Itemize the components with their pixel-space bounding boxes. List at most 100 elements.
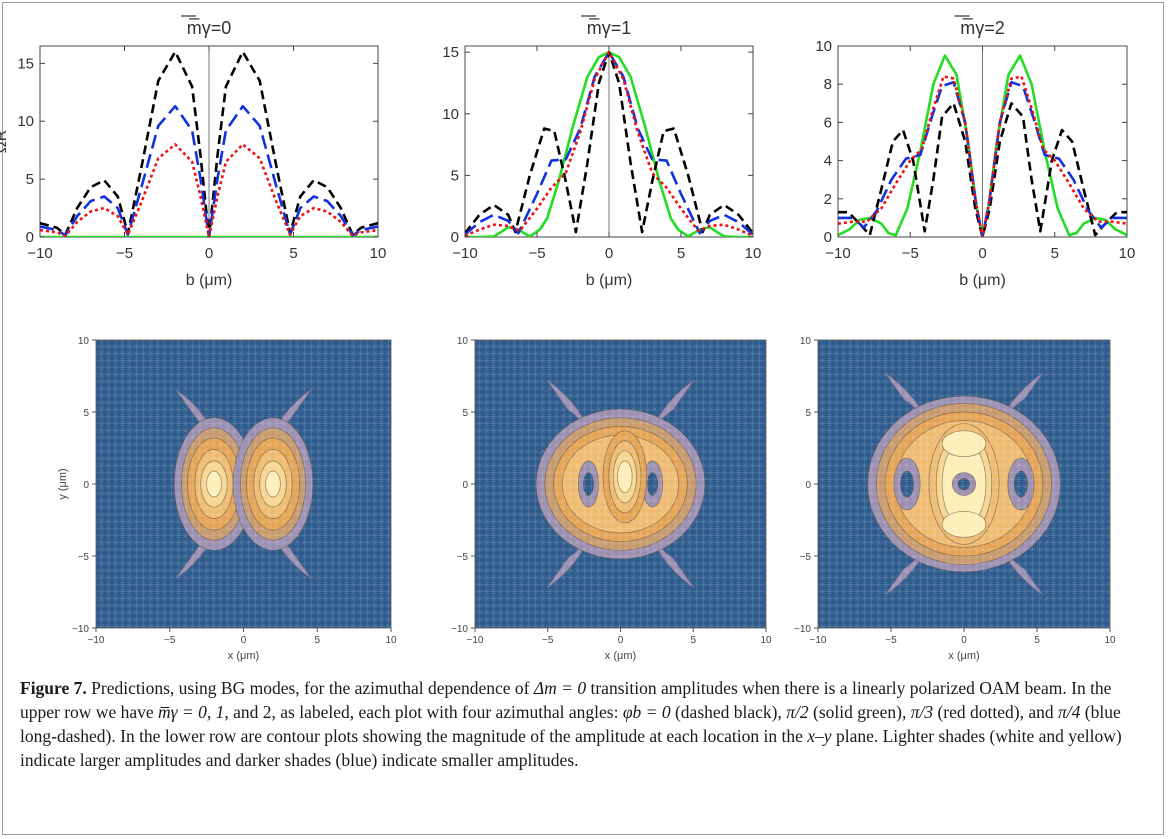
contour-panel-2: −10 −5 0 5 10 −10 −5 0 5 10 x (μm) bbox=[794, 336, 1116, 662]
y-tick-label: 10 bbox=[442, 106, 459, 123]
hatch-overlay bbox=[475, 340, 766, 628]
x-tick-label: 5 bbox=[1051, 245, 1059, 262]
x-axis-label: x (μm) bbox=[228, 650, 259, 662]
y-axis-label: ΩR bbox=[0, 130, 10, 154]
y-tick-label: −5 bbox=[78, 552, 90, 563]
x-tick-label: 0 bbox=[618, 635, 624, 646]
series-blue-long-dashed bbox=[838, 80, 1127, 237]
x-tick-label: 10 bbox=[1104, 635, 1116, 646]
contour-panel-1: −10 −5 0 5 10 −10 −5 0 5 10 x (μm) bbox=[451, 336, 772, 662]
x-tick-label: 5 bbox=[1034, 635, 1040, 646]
y-tick-label: 10 bbox=[78, 336, 90, 347]
y-tick-label: 5 bbox=[462, 408, 468, 419]
x-tick-label: −5 bbox=[542, 635, 554, 646]
panel-title: m̅γ=1 bbox=[587, 18, 632, 38]
x-tick-label: 10 bbox=[760, 635, 772, 646]
y-tick-label: −10 bbox=[451, 624, 468, 635]
y-tick-label: 5 bbox=[805, 408, 811, 419]
x-tick-label: 5 bbox=[690, 635, 696, 646]
y-tick-label: 6 bbox=[824, 114, 832, 131]
y-tick-label: −5 bbox=[457, 552, 469, 563]
x-tick-label: −5 bbox=[164, 635, 176, 646]
caption-math-pi4: π/4 bbox=[1057, 702, 1081, 722]
y-tick-label: 0 bbox=[83, 480, 89, 491]
x-tick-label: 10 bbox=[385, 635, 397, 646]
y-tick-label: 2 bbox=[824, 191, 832, 208]
y-tick-label: −5 bbox=[800, 552, 812, 563]
y-axis-label: y (μm) bbox=[57, 468, 69, 499]
y-tick-label: 5 bbox=[451, 167, 459, 184]
y-tick-label: 15 bbox=[17, 55, 34, 72]
caption-text-6: (red dotted), and bbox=[933, 702, 1058, 722]
x-tick-label: 5 bbox=[314, 635, 320, 646]
caption-text-1: Predictions, using BG modes, for the azi… bbox=[91, 678, 534, 698]
x-tick-label: 5 bbox=[289, 245, 297, 262]
x-tick-label: 0 bbox=[978, 245, 986, 262]
x-tick-label: 0 bbox=[961, 635, 967, 646]
y-tick-label: 5 bbox=[26, 171, 34, 188]
x-tick-label: 10 bbox=[370, 245, 387, 262]
caption-text-2: transition amplitudes when there is a li… bbox=[20, 678, 1112, 722]
y-tick-label: 5 bbox=[83, 408, 89, 419]
x-tick-label: 10 bbox=[1119, 245, 1136, 262]
y-tick-label: 8 bbox=[824, 76, 832, 93]
x-tick-label: −10 bbox=[825, 245, 850, 262]
caption-text-5: (solid green), bbox=[808, 702, 911, 722]
x-tick-label: 0 bbox=[241, 635, 247, 646]
x-tick-label: 10 bbox=[745, 245, 762, 262]
caption-text-4: (dashed black), bbox=[670, 702, 787, 722]
series-red-dotted bbox=[40, 143, 378, 237]
y-tick-label: 10 bbox=[457, 336, 469, 347]
caption-text-3: , and 2, as labeled, each plot with four… bbox=[224, 702, 623, 722]
y-tick-label: 10 bbox=[815, 38, 832, 55]
caption-text-8: plane. Lighter shades (white and yellow)… bbox=[20, 726, 1122, 770]
x-tick-label: −10 bbox=[452, 245, 477, 262]
series-solid-green bbox=[838, 54, 1127, 237]
hatch-overlay bbox=[818, 340, 1110, 628]
x-tick-label: −10 bbox=[88, 635, 105, 646]
x-tick-label: −5 bbox=[528, 245, 545, 262]
x-tick-label: −5 bbox=[116, 245, 133, 262]
caption-math-pi3: π/3 bbox=[910, 702, 934, 722]
x-tick-label: −5 bbox=[902, 245, 919, 262]
x-axis-label: b (μm) bbox=[186, 272, 233, 289]
caption-math-mgamma: m̅γ = 0, 1 bbox=[158, 702, 225, 722]
y-tick-label: 0 bbox=[824, 229, 832, 246]
y-tick-label: −10 bbox=[72, 624, 89, 635]
x-tick-label: −10 bbox=[467, 635, 484, 646]
x-tick-label: −5 bbox=[885, 635, 897, 646]
line-panel-2-axes: −10 −5 0 5 10 0 2 4 6 8 10 m̅γ=2 b (μm) bbox=[815, 15, 1136, 289]
x-axis-label: b (μm) bbox=[586, 272, 633, 289]
panel-title: m̅γ=0 bbox=[187, 18, 232, 38]
x-tick-label: 5 bbox=[677, 245, 685, 262]
caption-math-phi: φb = 0 bbox=[622, 702, 671, 722]
figure-caption: Figure 7. Predictions, using BG modes, f… bbox=[20, 676, 1150, 772]
x-tick-label: 0 bbox=[205, 245, 213, 262]
x-axis-label: x (μm) bbox=[948, 650, 979, 662]
caption-label: Figure 7. bbox=[20, 678, 87, 698]
x-tick-label: −10 bbox=[810, 635, 827, 646]
y-tick-label: 0 bbox=[805, 480, 811, 491]
hatch-overlay bbox=[96, 340, 391, 628]
x-axis-label: x (μm) bbox=[605, 650, 636, 662]
caption-math-pi2: π/2 bbox=[786, 702, 809, 722]
x-axis-label: b (μm) bbox=[959, 272, 1006, 289]
y-tick-label: 15 bbox=[442, 44, 459, 61]
series-red-dotted bbox=[465, 50, 753, 237]
y-tick-label: 4 bbox=[824, 153, 832, 170]
x-tick-label: 0 bbox=[605, 245, 613, 262]
caption-math-delta-m: Δm = 0 bbox=[533, 678, 587, 698]
y-tick-label: 0 bbox=[26, 229, 34, 246]
y-tick-label: 0 bbox=[451, 229, 459, 246]
x-tick-label: −10 bbox=[27, 245, 52, 262]
caption-math-xy: x–y bbox=[807, 726, 832, 746]
line-panel-0-axes: −10 −5 0 5 10 0 5 10 15 m̅γ=0 b (μm) ΩR bbox=[0, 15, 387, 289]
y-tick-label: 10 bbox=[17, 113, 34, 130]
contour-panel-0: −10 −5 0 5 10 −10 −5 0 5 10 x (μm) y (μm) bbox=[57, 336, 397, 662]
series-dashed-black bbox=[40, 50, 378, 237]
panel-title: m̅γ=2 bbox=[960, 18, 1005, 38]
caption-text-7: (blue long-dashed). In the lower row are… bbox=[20, 702, 1121, 746]
y-tick-label: 0 bbox=[462, 480, 468, 491]
